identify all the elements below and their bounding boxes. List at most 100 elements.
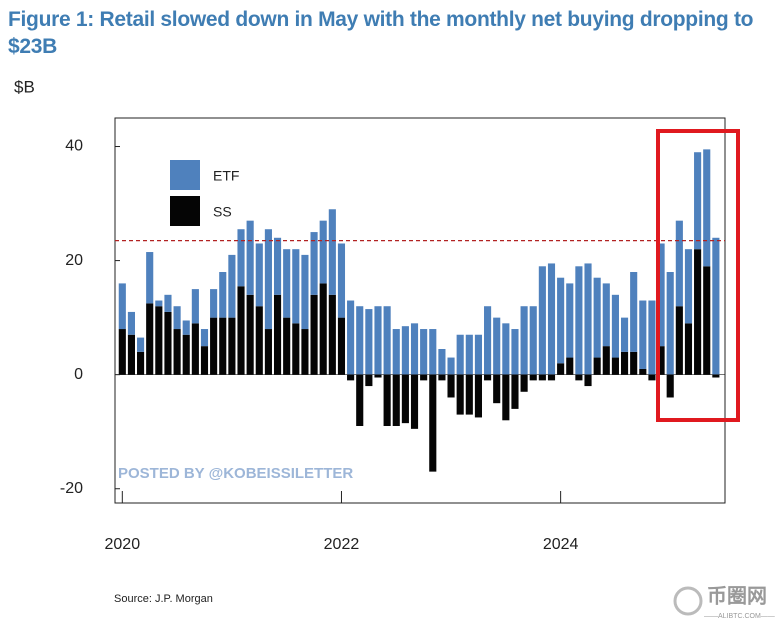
bar-segment [666, 374, 674, 398]
bar-segment [593, 277, 601, 358]
bar-segment [547, 263, 556, 375]
bar-segment [648, 300, 656, 375]
x-tick-label: 2020 [105, 536, 141, 553]
bar-segment [228, 254, 236, 318]
bar-segment [712, 374, 720, 378]
corner-logo-sub: ——ALIBTC.COM—— [704, 613, 775, 620]
bar-segment [529, 306, 537, 375]
bar-segment [465, 374, 473, 415]
bar-segment [356, 306, 364, 375]
bar-segment [347, 300, 355, 375]
bar-segment [502, 323, 510, 375]
x-tick-label: 2022 [324, 536, 360, 553]
bar-segment [365, 309, 373, 375]
corner-logo: 币圈网 [707, 584, 767, 607]
bar-segment [219, 317, 227, 375]
bar-segment [420, 329, 428, 375]
bar-segment [575, 374, 583, 381]
bar-segment [164, 311, 172, 375]
bar-segment [155, 306, 163, 375]
y-tick-label: -20 [60, 480, 83, 497]
bar-segment [237, 286, 245, 375]
bar-segment [602, 346, 610, 375]
bar-segment [566, 357, 574, 375]
bar-segment [712, 237, 720, 375]
bar-segment [630, 272, 638, 352]
bar-segment [593, 357, 601, 375]
bar-segment [255, 306, 263, 375]
bar-segment [657, 346, 665, 375]
bar-segment [392, 329, 400, 375]
bar-segment [273, 294, 282, 375]
bar-segment [484, 374, 492, 381]
bar-segment [273, 237, 282, 295]
bar-segment [447, 374, 455, 398]
source: Source: J.P. Morgan [114, 593, 213, 605]
bar-segment [465, 334, 473, 375]
bar-segment [666, 272, 674, 375]
bar-segment [703, 266, 711, 375]
bar-segment [146, 252, 154, 304]
bar-segment [694, 152, 702, 250]
bar-segment [392, 374, 400, 426]
bar-segment [538, 266, 546, 375]
bar-segment [502, 374, 510, 421]
bar-segment [283, 317, 291, 375]
plot-frame [114, 117, 726, 504]
bar-segment [447, 357, 455, 375]
bar-segment [520, 374, 528, 392]
bar-segment [557, 277, 565, 364]
bar-segment [474, 374, 483, 418]
bar-segment [173, 329, 181, 375]
bar-segment [210, 317, 218, 375]
bar-segment [538, 374, 546, 381]
bar-segment [155, 300, 163, 307]
bar-segment [137, 337, 145, 352]
bar-segment [328, 209, 336, 295]
bar-segment [547, 374, 556, 381]
bar-segment [611, 294, 619, 358]
bar-segment [620, 351, 629, 375]
bar-segment [127, 334, 135, 375]
bar-segment [639, 368, 647, 375]
bar-segment [255, 243, 263, 307]
legend-label: SS [213, 204, 232, 220]
bar-segment [246, 220, 254, 295]
bar-segment [173, 306, 181, 330]
bar-segment [137, 351, 145, 375]
bar-segment [410, 374, 419, 429]
bar-segment [648, 374, 656, 381]
bar-segment [575, 266, 583, 375]
bar-segment [703, 149, 711, 267]
bar-segment [584, 374, 592, 387]
bar-segment [566, 283, 574, 358]
bar-segment [657, 243, 665, 347]
bar-segment [684, 249, 693, 324]
bar-segment [210, 289, 218, 318]
bar-segment [146, 303, 154, 375]
bar-segment [191, 323, 199, 375]
bar-segment [520, 306, 528, 375]
bar-segment [319, 220, 327, 284]
legend-swatch [170, 196, 200, 226]
bar-segment [356, 374, 364, 426]
bar-segment [694, 249, 702, 375]
y-axis-label: $B [14, 77, 35, 96]
bar-segment [374, 374, 382, 378]
chart-title: Figure 1: Retail slowed down in May with… [8, 8, 754, 58]
bar-segment [118, 329, 126, 375]
bar-segment [493, 374, 501, 404]
bar-segment [182, 320, 190, 335]
bar-segment [228, 317, 236, 375]
bar-segment [283, 249, 291, 318]
bar-segment [264, 329, 272, 375]
bar-segment [164, 294, 172, 312]
bar-segment [584, 263, 592, 375]
bar-segment [429, 374, 437, 472]
bar-segment [611, 357, 619, 375]
bar-segment [127, 311, 135, 335]
watermark: POSTED BY @KOBEISSILETTER [118, 465, 353, 482]
bar-segment [337, 317, 346, 375]
